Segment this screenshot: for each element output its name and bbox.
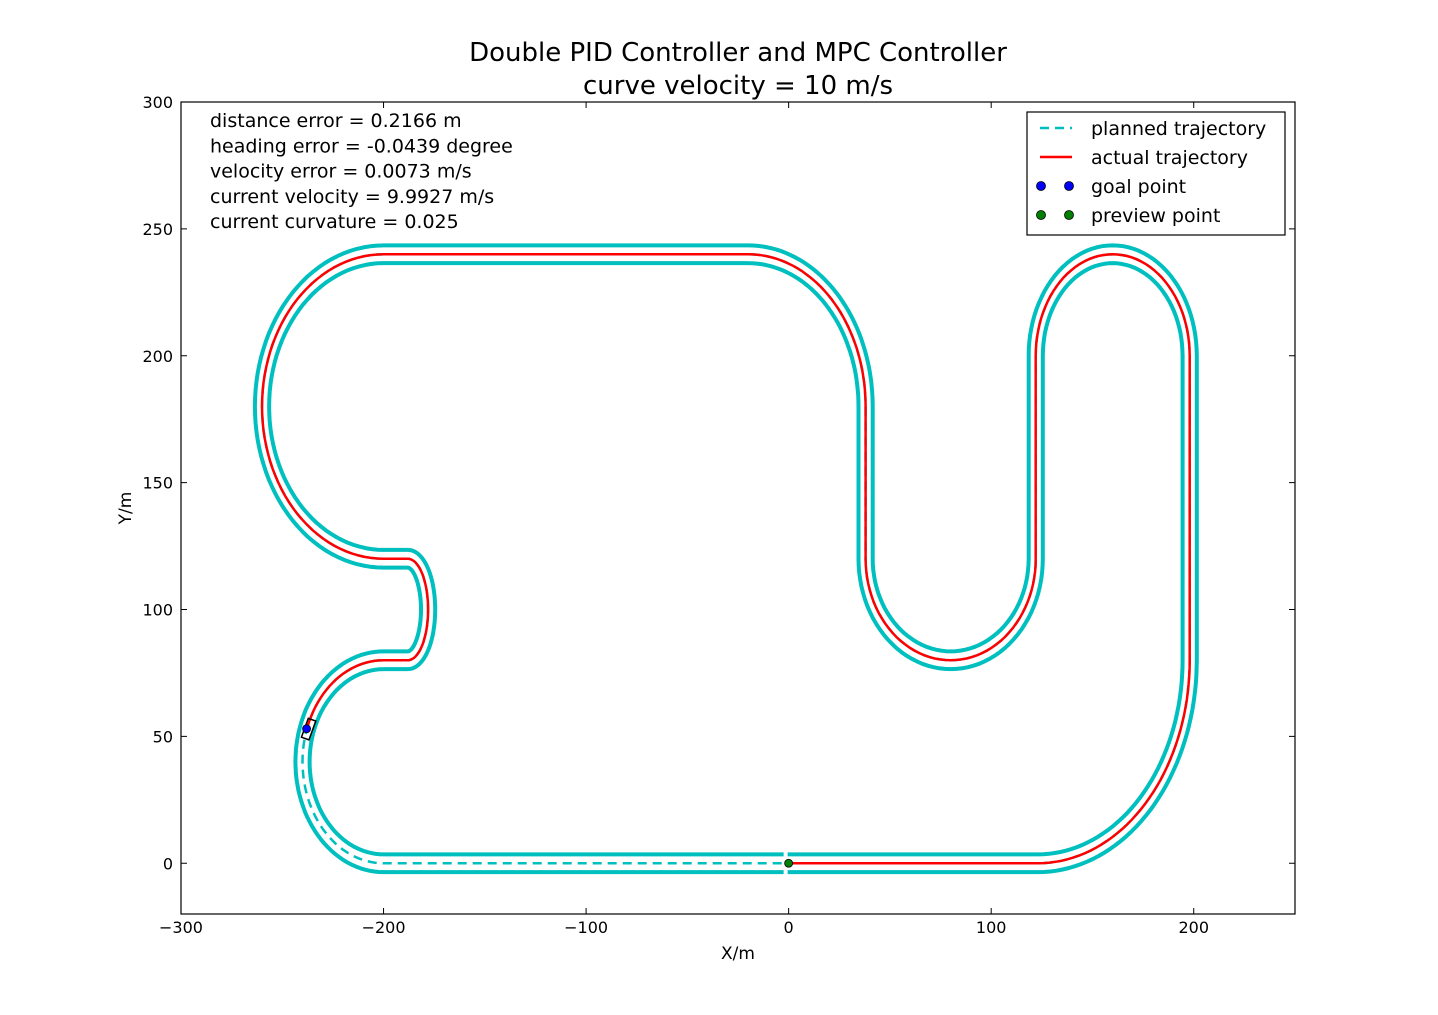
legend-label: actual trajectory [1091, 147, 1248, 169]
x-tick-label: −200 [362, 918, 406, 937]
legend-label: goal point [1091, 176, 1186, 198]
x-tick-label: −300 [159, 918, 203, 937]
legend-label: preview point [1091, 205, 1220, 227]
legend-label: planned trajectory [1091, 118, 1266, 140]
chart-title: Double PID Controller and MPC Controller [469, 38, 1007, 68]
info-line: distance error = 0.2166 m [210, 110, 462, 132]
y-tick-label: 250 [142, 220, 173, 239]
y-axis-label: Y/m [116, 492, 136, 526]
actual-trajectory-line [260, 253, 1191, 865]
x-tick-label: 0 [784, 918, 794, 937]
road-inner-edge [267, 261, 1185, 857]
legend: planned trajectory actual trajectory goal … [1026, 111, 1286, 236]
axes-frame [180, 101, 1296, 915]
preview-point-marker [784, 858, 794, 868]
info-line: velocity error = 0.0073 m/s [210, 161, 472, 183]
info-text-block: distance error = 0.2166 m heading error =… [210, 110, 513, 233]
legend-marker [1064, 210, 1074, 220]
x-tick-label: −100 [564, 918, 608, 937]
y-tick-label: 0 [163, 854, 173, 873]
x-tick-label: 200 [1178, 918, 1209, 937]
legend-marker [1036, 210, 1046, 220]
legend-marker [1036, 181, 1046, 191]
x-axis-label: X/m [721, 944, 755, 964]
info-line: heading error = -0.0439 degree [210, 135, 513, 157]
y-tick-label: 300 [142, 93, 173, 112]
y-tick-label: 150 [142, 474, 173, 493]
axis-ticks: −300 −200 −100 0 100 200 0 50 100 150 200 250 300 [142, 93, 1295, 937]
x-tick-label: 100 [976, 918, 1007, 937]
plot-area [252, 243, 1199, 876]
legend-marker [1064, 181, 1074, 191]
y-tick-label: 200 [142, 347, 173, 366]
info-line: current curvature = 0.025 [210, 211, 459, 233]
road-outer-edge [252, 243, 1199, 875]
goal-point-marker [302, 724, 311, 734]
info-line: current velocity = 9.9927 m/s [210, 186, 494, 208]
chart-subtitle: curve velocity = 10 m/s [583, 71, 893, 101]
y-tick-label: 100 [142, 601, 173, 620]
y-tick-label: 50 [153, 727, 173, 746]
